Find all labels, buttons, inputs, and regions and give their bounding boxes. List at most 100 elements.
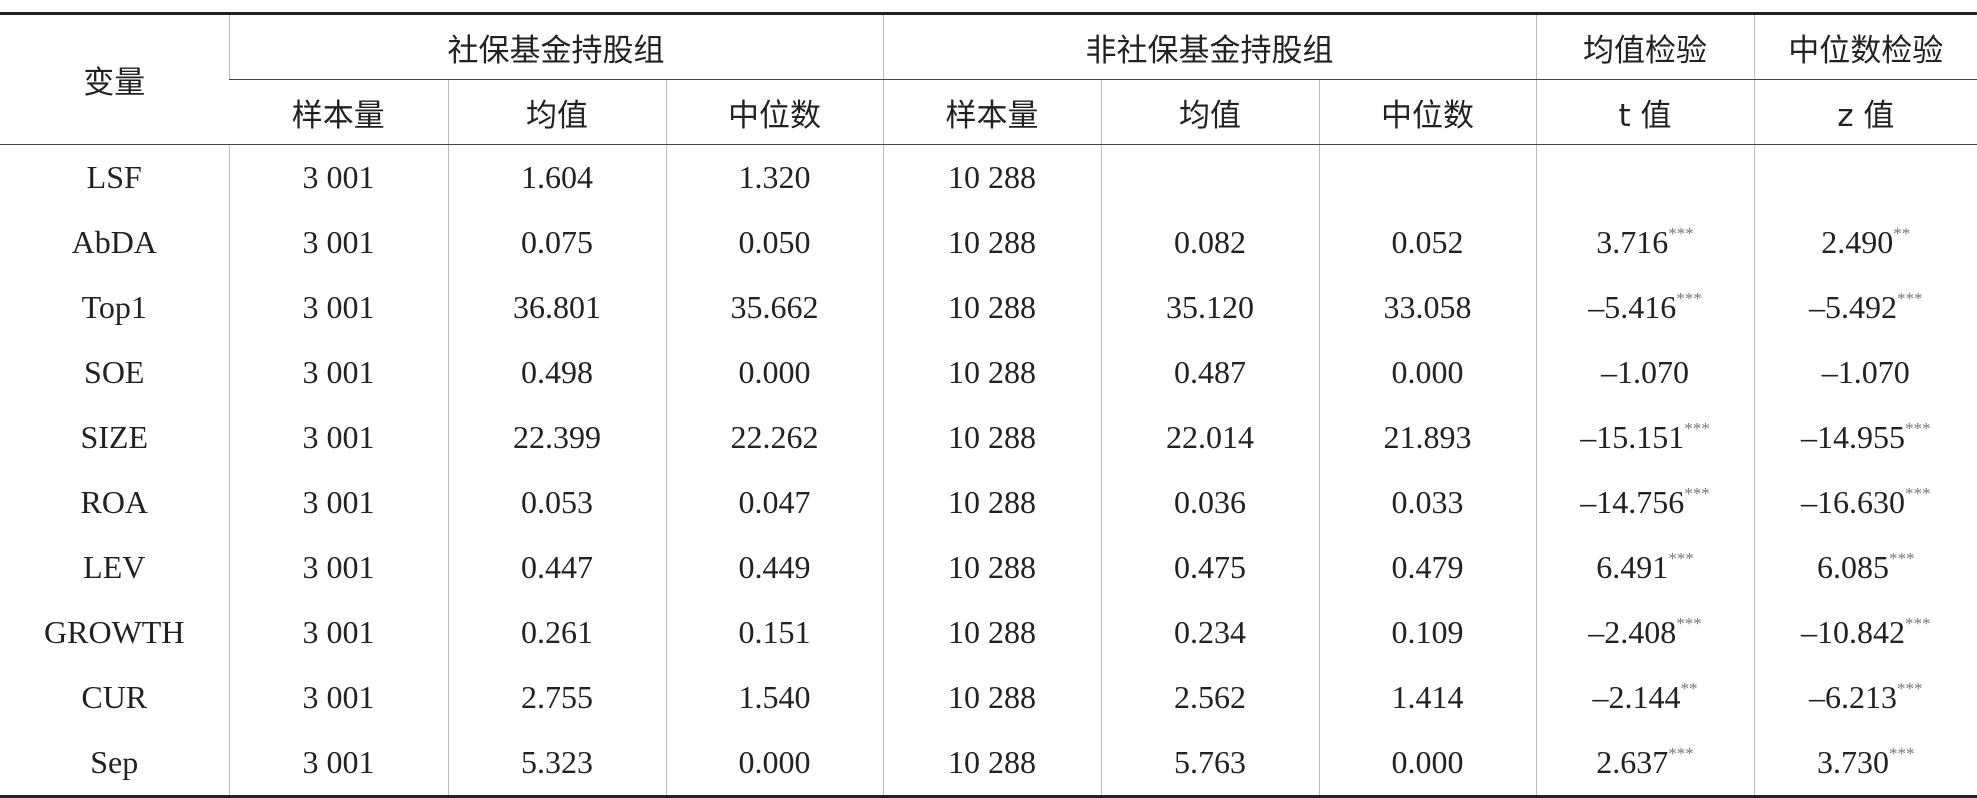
table-cell: 35.662 (665, 275, 884, 340)
cell-value: –15.151 (1580, 419, 1685, 455)
table-cell: 3 001 (228, 470, 448, 535)
header-cell: 变量 (0, 13, 229, 145)
sub-header: 均值 (1100, 79, 1320, 145)
table-cell: –15.151*** (1535, 405, 1755, 470)
sub-header: 中位数 (1318, 79, 1537, 145)
significance-mark: *** (1668, 744, 1694, 763)
table-row: SIZE 3 001 22.399 22.262 10 288 22.014 21.893–… (0, 405, 1977, 470)
row-label: Top1 (81, 289, 147, 325)
table-cell: 0.234 (1100, 600, 1320, 665)
table-cell: 2.755 (447, 665, 666, 730)
header-row: 变量 社保基金持股组 非社保基金持股组 均值检验 中位数检验 (0, 13, 1977, 145)
cell-value: 2.490 (1821, 224, 1894, 260)
table-cell: 0.000 (665, 340, 884, 405)
table-cell: 10 288 (882, 730, 1102, 797)
table-cell: –14.756*** (1535, 470, 1755, 535)
table-cell: 3 001 (228, 730, 448, 797)
table-row: AbDA 3 001 0.075 0.050 10 288 0.082 0.052 3.716… (0, 210, 1977, 275)
group-header: 非社保基金持股组 (882, 13, 1537, 80)
table-cell: 0.498 (447, 340, 666, 405)
empty-cell (1535, 144, 1755, 210)
table-cell: 10 288 (882, 665, 1102, 730)
significance-mark: *** (1905, 484, 1931, 503)
table-row: CUR 3 001 2.755 1.540 10 288 2.562 1.414 –2.144… (0, 665, 1977, 730)
table-cell: 22.262 (665, 405, 884, 470)
table-cell: 3 001 (228, 665, 448, 730)
table-cell: 10 288 (882, 275, 1102, 340)
table-cell: 10 288 (882, 470, 1102, 535)
row-label: Sep (90, 744, 139, 780)
table-cell: –2.408*** (1535, 600, 1755, 665)
table-cell: 0.000 (1318, 730, 1537, 797)
table-row: GROWTH 3 001 0.261 0.151 10 288 0.234 0.109 –2.… (0, 600, 1977, 665)
table-cell: 3 001 (228, 405, 448, 470)
cell-value: –2.144 (1592, 679, 1681, 715)
table-cell: 33.058 (1318, 275, 1537, 340)
table-row: SOE 3 001 0.498 0.000 10 288 0.487 0.000 –1.070… (0, 340, 1977, 405)
cell-value: 2.637 (1596, 744, 1669, 780)
row-label: AbDA (71, 224, 157, 260)
table-cell: 3 001 (228, 340, 448, 405)
table-cell: 0.033 (1318, 470, 1537, 535)
cell-value: 3.730 (1817, 744, 1890, 780)
table-row: LEV 3 001 0.447 0.449 10 288 0.475 0.479 6.491*… (0, 535, 1977, 600)
table-body: LSF 3 001 1.604 1.320 10 288 AbDA 3 001 0.075 0.… (0, 144, 1977, 797)
cell-value: –16.630 (1801, 484, 1906, 520)
table-cell: 0.109 (1318, 600, 1537, 665)
table-cell: 0.261 (447, 600, 666, 665)
table-cell: 0.053 (447, 470, 666, 535)
table-cell: –5.492*** (1753, 275, 1977, 340)
table-cell: 0.047 (665, 470, 884, 535)
table-row: LSF 3 001 1.604 1.320 10 288 (0, 144, 1977, 210)
cell-value: –6.213 (1809, 679, 1898, 715)
significance-mark: *** (1897, 679, 1923, 698)
group-header: 中位数检验 (1753, 13, 1977, 80)
table-cell: 1.604 (447, 144, 666, 210)
table-cell: 35.120 (1100, 275, 1320, 340)
table-cell: 3 001 (228, 600, 448, 665)
table-cell: 3 001 (228, 535, 448, 600)
row-label: LSF (86, 159, 142, 195)
table-cell: –5.416*** (1535, 275, 1755, 340)
table-cell: 10 288 (882, 600, 1102, 665)
sub-header: 样本量 (882, 79, 1102, 145)
table-cell: 1.540 (665, 665, 884, 730)
row-label: ROA (80, 484, 149, 520)
sub-header: t 值 (1535, 79, 1755, 145)
cell-value: –2.408 (1588, 614, 1677, 650)
cell-value: 3.716 (1596, 224, 1669, 260)
table-cell: –1.070 (1753, 340, 1977, 405)
table-cell: 3 001 (228, 210, 448, 275)
significance-mark: ** (1893, 224, 1911, 243)
empty-cell (1318, 144, 1537, 210)
table-cell: 0.000 (665, 730, 884, 797)
significance-mark: *** (1668, 549, 1694, 568)
table-cell: –10.842*** (1753, 600, 1977, 665)
significance-mark: *** (1905, 614, 1931, 633)
sub-header: 中位数 (665, 79, 884, 145)
row-label: CUR (81, 679, 148, 715)
table-cell: 0.449 (665, 535, 884, 600)
table-row: ROA 3 001 0.053 0.047 10 288 0.036 0.033 –14.75… (0, 470, 1977, 535)
row-label: LEV (83, 549, 146, 585)
row-label: SOE (84, 354, 145, 390)
cell-value: –5.416 (1588, 289, 1677, 325)
empty-cell (1753, 144, 1977, 210)
table-cell: 0.052 (1318, 210, 1537, 275)
table-cell: 0.475 (1100, 535, 1320, 600)
cell-value: –5.492 (1809, 289, 1898, 325)
table-cell: 5.323 (447, 730, 666, 797)
cell-value: 6.491 (1596, 549, 1669, 585)
table-cell: 3 001 (228, 144, 448, 210)
cell-value: –14.955 (1801, 419, 1906, 455)
table-cell: 36.801 (447, 275, 666, 340)
table-cell: 0.000 (1318, 340, 1537, 405)
table-cell: 1.414 (1318, 665, 1537, 730)
table-cell: –14.955*** (1753, 405, 1977, 470)
cell-value: –10.842 (1801, 614, 1906, 650)
table-cell: 0.487 (1100, 340, 1320, 405)
table-cell: 6.085*** (1753, 535, 1977, 600)
table-cell: –1.070 (1535, 340, 1755, 405)
